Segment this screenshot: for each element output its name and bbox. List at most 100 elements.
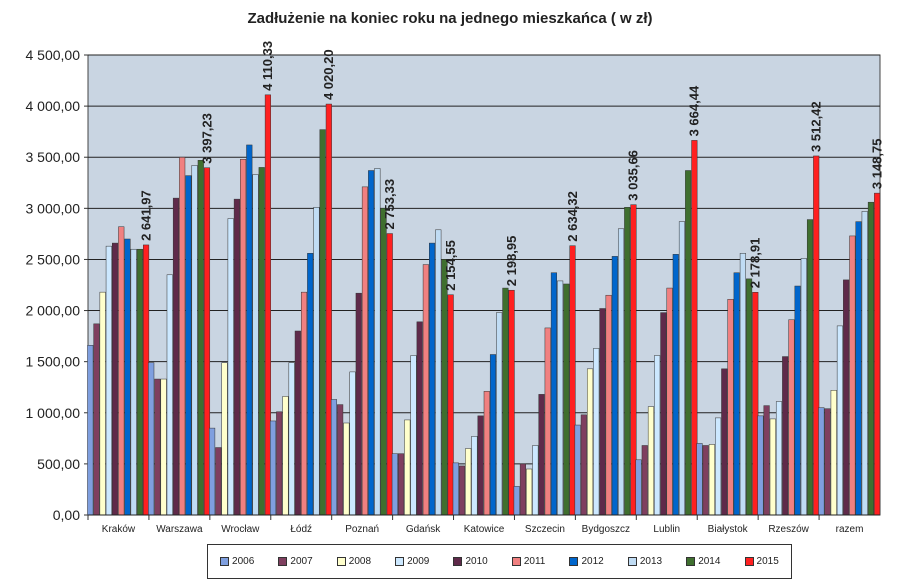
- bar-2014: [380, 208, 387, 516]
- bar-2007: [763, 405, 770, 516]
- bar-2013: [861, 211, 868, 516]
- x-tick-label: Kraków: [102, 524, 136, 535]
- data-label: 2 641,97: [138, 190, 153, 241]
- bar-2009: [593, 348, 600, 516]
- legend-item: 2010: [453, 556, 488, 567]
- bar-2011: [544, 327, 551, 516]
- bar-2014: [136, 248, 143, 516]
- x-tick-label: Poznań: [345, 524, 379, 535]
- bar-2010: [782, 356, 789, 516]
- bar-2011: [118, 226, 125, 516]
- data-label: 3 035,66: [626, 150, 641, 201]
- x-tick-label: Rzeszów: [768, 524, 809, 535]
- legend-label: 2008: [348, 556, 372, 567]
- legend-item: 2012: [569, 556, 604, 567]
- legend-label: 2012: [581, 556, 604, 567]
- bar-2012: [307, 253, 314, 516]
- bar-2010: [538, 394, 545, 516]
- bar-2010: [172, 197, 180, 516]
- bar-2007: [276, 411, 283, 516]
- bar-2012: [185, 175, 192, 516]
- data-label: 2 634,32: [565, 191, 580, 242]
- bar-2014: [624, 207, 631, 516]
- bar-2014: [563, 283, 570, 516]
- bar-2011: [361, 186, 369, 516]
- x-tick-label: Szczecin: [525, 524, 565, 535]
- bar-2007: [398, 453, 405, 516]
- legend-label: 2011: [523, 556, 546, 567]
- bar-2011: [240, 159, 247, 516]
- bar-2006: [696, 443, 703, 516]
- legend-swatch: [220, 557, 230, 566]
- bar-2008: [282, 396, 289, 516]
- bar-2011: [605, 294, 612, 516]
- legend-label: 2010: [465, 556, 488, 567]
- bar-2008: [404, 419, 411, 516]
- data-label: 2 198,95: [504, 236, 519, 287]
- legend-swatch: [744, 557, 754, 566]
- bar-2006: [330, 399, 338, 516]
- bar-2009: [836, 325, 843, 516]
- bar-2012: [489, 354, 497, 516]
- bar-2011: [788, 319, 795, 516]
- legend-item: 2006: [220, 556, 254, 567]
- y-tick-label: 2 000,00: [26, 303, 81, 319]
- bar-2009: [410, 355, 417, 516]
- bar-2014: [746, 278, 753, 516]
- legend-item: 2011: [511, 556, 546, 567]
- bar-2008: [830, 390, 837, 516]
- data-label: 3 397,23: [199, 113, 214, 164]
- legend-swatch: [453, 557, 463, 566]
- legend-item: 2013: [627, 556, 662, 567]
- legend-swatch: [686, 557, 696, 566]
- bar-2014: [502, 287, 509, 516]
- bar-2010: [416, 321, 423, 516]
- bar-2014: [319, 129, 326, 516]
- bar-2012: [124, 238, 131, 516]
- bar-2006: [452, 462, 459, 516]
- data-label: 3 148,75: [869, 139, 884, 190]
- bar-2014: [685, 170, 692, 516]
- bar-2006: [148, 362, 155, 516]
- bar-2010: [112, 242, 119, 516]
- bar-2015: [325, 103, 332, 516]
- bar-2009: [288, 362, 295, 516]
- data-label: 2 753,33: [382, 179, 397, 230]
- bar-2006: [513, 486, 520, 516]
- legend-item: 2007: [278, 556, 313, 567]
- bar-2009: [715, 417, 722, 516]
- legend-item: 2015: [744, 556, 779, 567]
- legend-label: 2007: [290, 556, 313, 567]
- bar-2009: [227, 218, 234, 516]
- x-tick-label: Warszawa: [156, 524, 203, 535]
- bar-2009: [471, 436, 478, 516]
- bar-2015: [630, 204, 637, 516]
- bar-2015: [874, 192, 881, 516]
- y-tick-label: 2 500,00: [26, 251, 81, 267]
- bar-2012: [733, 272, 740, 516]
- bar-2011: [666, 287, 673, 516]
- legend-label: 2015: [756, 556, 779, 567]
- bar-2009: [105, 245, 112, 516]
- bar-2006: [635, 459, 642, 516]
- bar-2011: [422, 264, 429, 516]
- bar-2015: [813, 155, 820, 516]
- bar-2007: [580, 414, 587, 516]
- bar-2007: [337, 404, 344, 516]
- bar-2015: [508, 289, 515, 516]
- bar-2011: [727, 299, 734, 516]
- legend-swatch: [627, 557, 637, 566]
- data-label: 4 110,33: [260, 41, 275, 91]
- x-tick-label: Gdańsk: [406, 524, 441, 535]
- bar-2012: [855, 221, 862, 516]
- legend-swatch: [336, 557, 346, 566]
- bar-2006: [87, 345, 94, 516]
- bar-2010: [843, 279, 850, 516]
- bar-2012: [429, 242, 436, 516]
- y-tick-label: 0,00: [53, 507, 80, 523]
- bar-2011: [300, 291, 308, 516]
- bar-2006: [391, 453, 398, 516]
- bar-2015: [691, 140, 698, 516]
- bar-2015: [447, 294, 454, 516]
- bar-2008: [343, 422, 350, 516]
